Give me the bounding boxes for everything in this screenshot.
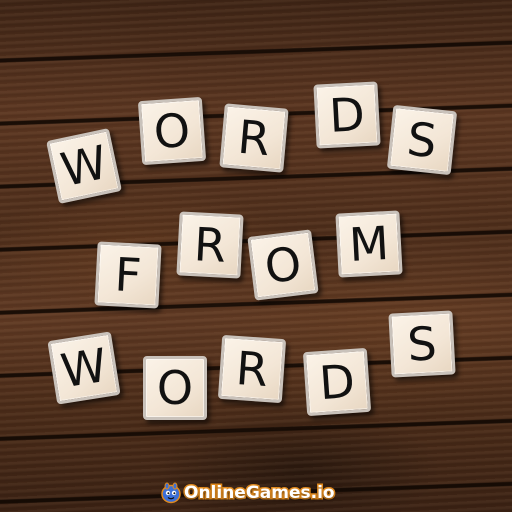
tile-o1: O [137,96,207,166]
tile-r3: R [217,334,287,404]
tile-r2: R [176,211,244,279]
logo-text: OnlineGames.io [183,482,337,505]
tile-d2: D [302,347,372,417]
tile-w2: W [47,331,121,405]
tile-r1: R [219,103,289,173]
tile-o2: O [247,229,319,301]
tile-s2: S [388,310,456,378]
mascot-icon [160,482,182,504]
tile-m: M [335,210,403,278]
onlinegames-logo[interactable]: OnlineGames.io [160,480,337,506]
tile-d1: D [313,81,381,149]
tile-w1: W [46,128,122,204]
tile-s1: S [386,104,458,176]
tile-o3: O [143,356,207,420]
tile-f: F [94,241,162,309]
